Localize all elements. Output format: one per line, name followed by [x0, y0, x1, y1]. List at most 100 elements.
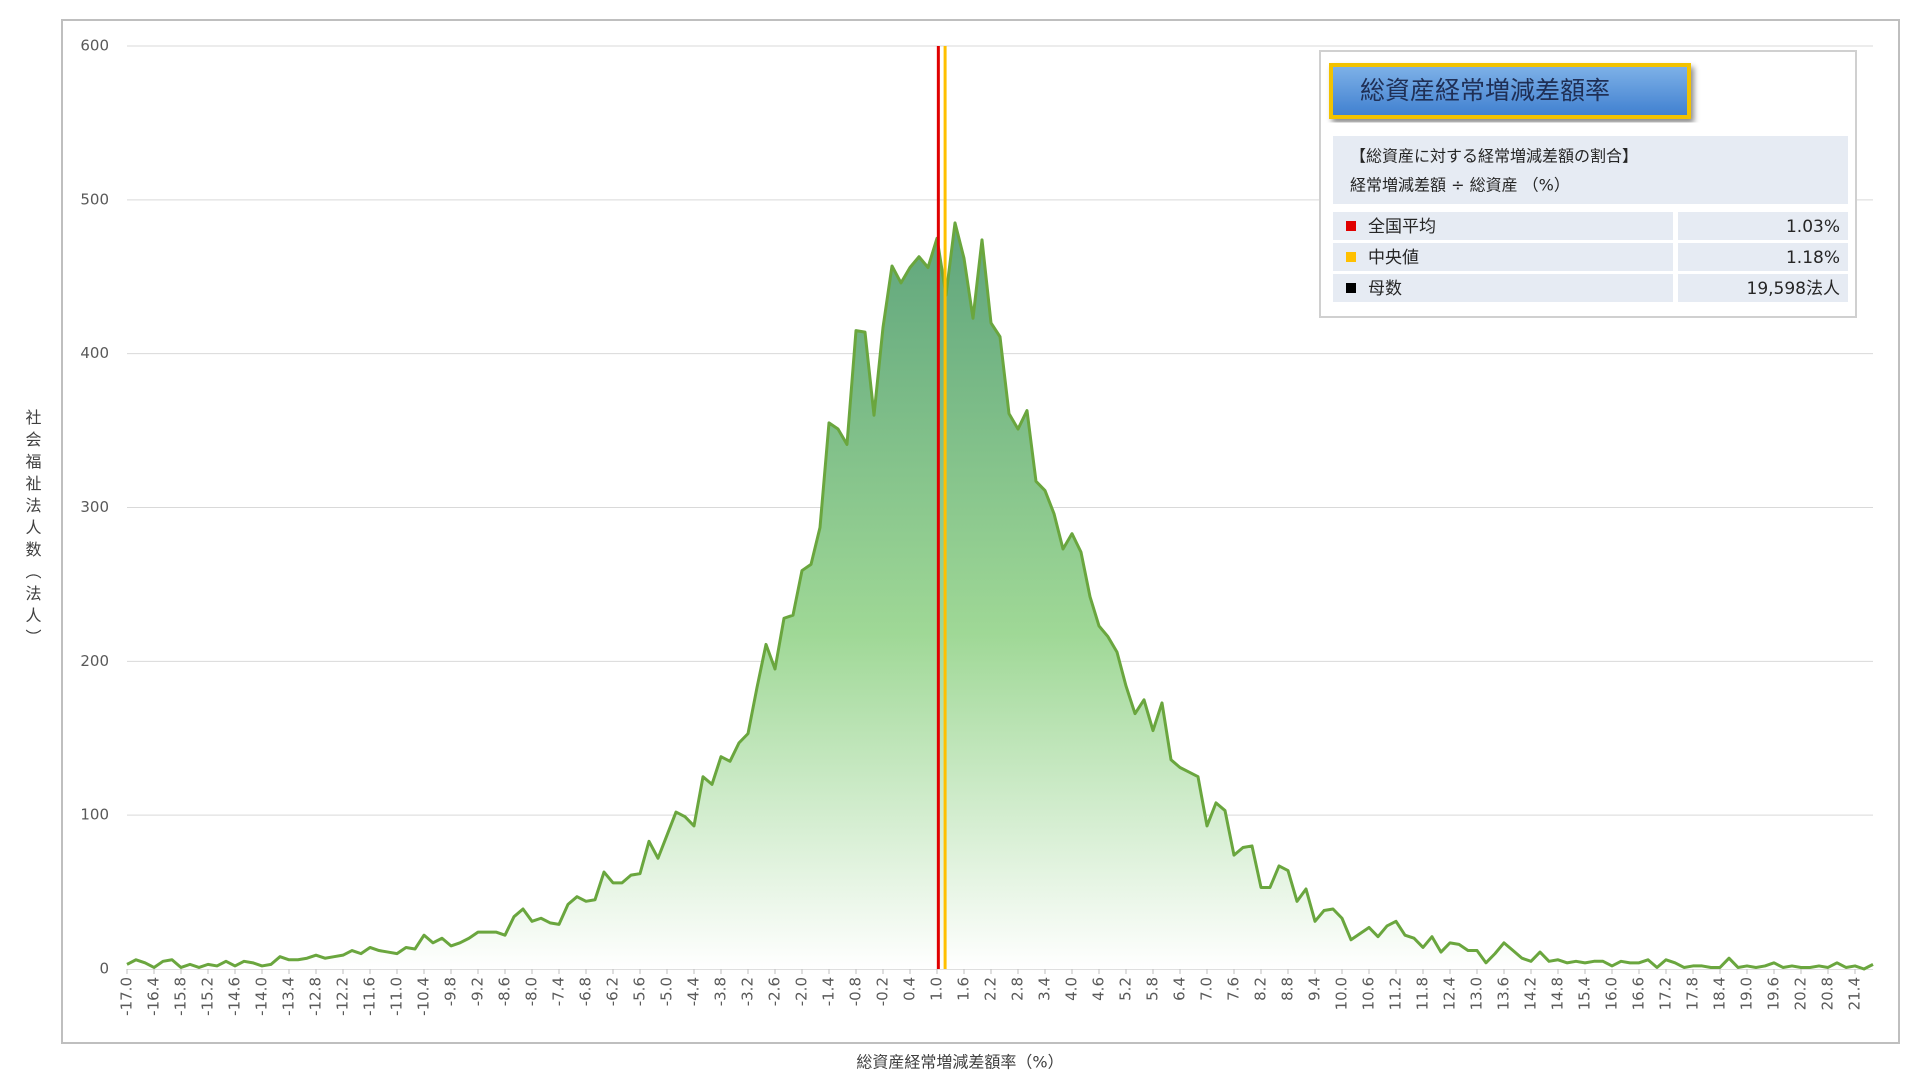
x-tick-label: 5.8 — [1144, 977, 1162, 1001]
y-axis-label: 社会福祉法人数（法人） — [23, 409, 42, 651]
x-tick-label: 15.4 — [1576, 977, 1594, 1010]
x-tick-label: -9.8 — [442, 977, 460, 1006]
x-tick-label: -3.2 — [739, 977, 757, 1006]
legend-box: 総資産経常増減差額率 【総資産に対する経常増減差額の割合】 経常増減差額 ÷ 総… — [1319, 50, 1857, 318]
legend-swatch — [1346, 221, 1356, 231]
legend-row-bg — [1333, 243, 1673, 271]
x-tick-label: -6.8 — [577, 977, 595, 1006]
x-tick-label: 14.2 — [1522, 977, 1540, 1010]
x-tick-label: 3.4 — [1036, 977, 1054, 1001]
x-tick-label: -17.0 — [118, 977, 136, 1016]
x-axis-label: 総資産経常増減差額率（%） — [856, 1053, 1063, 1072]
x-tick-label: 4.6 — [1090, 977, 1108, 1001]
x-tick-label: 16.6 — [1630, 977, 1648, 1010]
y-tick-label: 0 — [99, 960, 109, 978]
legend-title: 総資産経常増減差額率 — [1360, 76, 1610, 105]
x-tick-label: 7.6 — [1225, 977, 1243, 1001]
x-tick-label: -6.2 — [604, 977, 622, 1006]
x-tick-label: 20.2 — [1792, 977, 1810, 1010]
legend-row-bg — [1333, 274, 1673, 302]
x-tick-label: 21.4 — [1846, 977, 1864, 1010]
x-tick-label: -8.0 — [523, 977, 541, 1006]
x-tick-label: 10.6 — [1360, 977, 1378, 1010]
x-tick-label: 13.0 — [1468, 977, 1486, 1010]
x-tick-label: 1.6 — [955, 977, 973, 1001]
x-tick-label: -9.2 — [469, 977, 487, 1006]
x-tick-label: 7.0 — [1198, 977, 1216, 1001]
x-tick-label: -0.8 — [847, 977, 865, 1006]
x-tick-label: -11.0 — [388, 977, 406, 1016]
legend-note: 【総資産に対する経常増減差額の割合】 — [1350, 147, 1638, 166]
x-tick-label: -14.6 — [226, 977, 244, 1016]
x-tick-label: -7.4 — [550, 977, 568, 1006]
x-tick-label: -4.4 — [685, 977, 703, 1006]
x-tick-label: -3.8 — [712, 977, 730, 1006]
x-tick-label: 0.4 — [901, 977, 919, 1001]
x-tick-label: 18.4 — [1711, 977, 1729, 1010]
x-tick-label: -2.0 — [793, 977, 811, 1006]
legend-note-box — [1333, 136, 1848, 204]
x-tick-label: 6.4 — [1171, 977, 1189, 1001]
legend-row-bg — [1678, 274, 1848, 302]
legend-title-box — [1329, 63, 1691, 119]
y-tick-label: 500 — [80, 190, 109, 208]
x-tick-label: -11.6 — [361, 977, 379, 1016]
x-tick-label: -14.0 — [253, 977, 271, 1016]
x-tick-label: 2.8 — [1009, 977, 1027, 1001]
legend-value: 1.18% — [1786, 248, 1840, 268]
legend-row-bg — [1333, 212, 1673, 240]
legend-swatch — [1346, 252, 1356, 262]
x-tick-label: 11.2 — [1387, 977, 1405, 1010]
x-tick-label: 2.2 — [982, 977, 1000, 1001]
x-tick-label: -13.4 — [280, 977, 298, 1016]
chart-border — [61, 19, 1900, 1044]
x-tick-label: -12.2 — [334, 977, 352, 1016]
x-tick-label: -1.4 — [820, 977, 838, 1006]
x-tick-label: 12.4 — [1441, 977, 1459, 1010]
legend-value: 19,598法人 — [1747, 279, 1840, 299]
legend-swatch — [1346, 283, 1356, 293]
x-tick-label: -10.4 — [415, 977, 433, 1016]
x-tick-label: 8.8 — [1279, 977, 1297, 1001]
legend-row-bg — [1678, 243, 1848, 271]
x-tick-label: -15.2 — [199, 977, 217, 1016]
x-tick-label: 8.2 — [1252, 977, 1270, 1001]
x-tick-label: -5.6 — [631, 977, 649, 1006]
legend-label: 全国平均 — [1368, 217, 1436, 237]
x-tick-label: 20.8 — [1819, 977, 1837, 1010]
x-tick-label: -5.0 — [658, 977, 676, 1006]
x-tick-label: 11.8 — [1414, 977, 1432, 1010]
x-tick-label: 10.0 — [1333, 977, 1351, 1010]
x-tick-label: 17.8 — [1684, 977, 1702, 1010]
x-tick-label: -12.8 — [307, 977, 325, 1016]
x-tick-label: 9.4 — [1306, 977, 1324, 1001]
x-tick-label: -8.6 — [496, 977, 514, 1006]
legend-note: 経常増減差額 ÷ 総資産 （%） — [1350, 176, 1570, 195]
x-tick-label: -0.2 — [874, 977, 892, 1006]
x-tick-label: -15.8 — [172, 977, 190, 1016]
y-tick-label: 400 — [80, 344, 109, 362]
legend-label: 中央値 — [1368, 248, 1419, 268]
x-tick-label: 19.6 — [1765, 977, 1783, 1010]
x-tick-label: 19.0 — [1738, 977, 1756, 1010]
legend-label: 母数 — [1368, 279, 1402, 299]
x-tick-label: 5.2 — [1117, 977, 1135, 1001]
legend-row-bg — [1678, 212, 1848, 240]
area-line — [126, 221, 1874, 971]
y-tick-label: 600 — [80, 37, 109, 55]
x-tick-label: -2.6 — [766, 977, 784, 1006]
x-tick-label: 16.0 — [1603, 977, 1621, 1010]
x-tick-label: 4.0 — [1063, 977, 1081, 1001]
x-tick-label: 14.8 — [1549, 977, 1567, 1010]
area-fill — [127, 222, 1873, 969]
x-tick-label: -16.4 — [145, 977, 163, 1016]
x-tick-label: 1.0 — [928, 977, 946, 1001]
y-tick-label: 200 — [80, 652, 109, 670]
x-tick-label: 13.6 — [1495, 977, 1513, 1010]
legend-value: 1.03% — [1786, 217, 1840, 237]
y-tick-label: 100 — [80, 806, 109, 824]
x-tick-label: 17.2 — [1657, 977, 1675, 1010]
